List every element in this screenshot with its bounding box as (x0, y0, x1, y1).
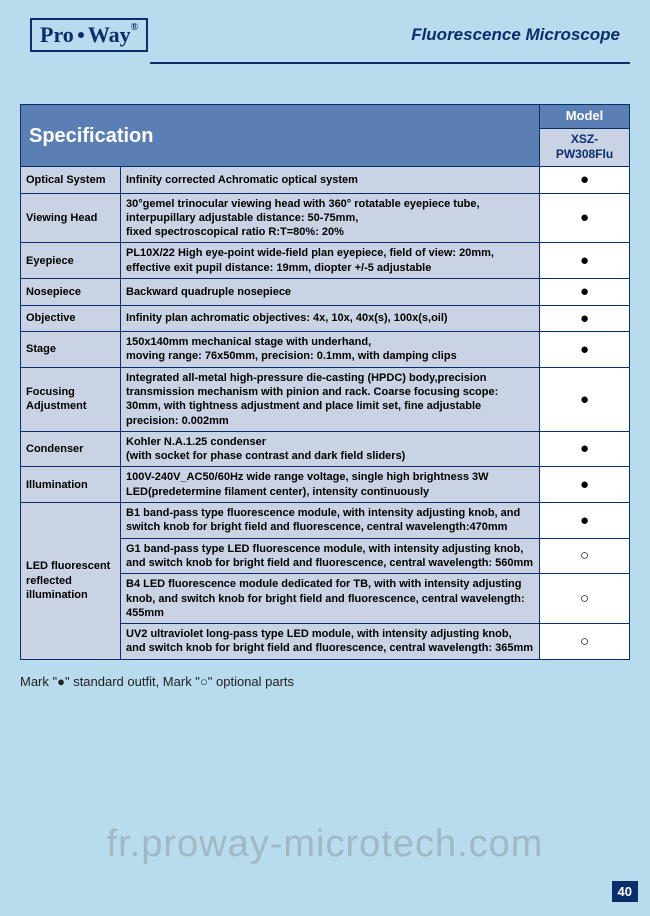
spec-desc: 30°gemel trinocular viewing head with 36… (121, 193, 540, 243)
spec-label: Focusing Adjustment (21, 367, 121, 431)
spec-table-container: Specification Model XSZ-PW308Flu Optical… (20, 104, 630, 660)
spec-desc: UV2 ultraviolet long-pass type LED modul… (121, 624, 540, 660)
legend-text: Mark "●" standard outfit, Mark "○" optio… (20, 674, 630, 689)
model-header-cell: Model (540, 105, 630, 129)
table-row: Illumination100V-240V_AC50/60Hz wide ran… (21, 467, 630, 503)
header-divider (150, 62, 630, 64)
spec-mark: ● (540, 167, 630, 194)
spec-table: Specification Model XSZ-PW308Flu Optical… (20, 104, 630, 660)
brand-part2: Way (88, 22, 131, 48)
brand-logo: Pro Way ® (30, 18, 148, 52)
brand-dot-icon (78, 32, 84, 38)
spec-mark: ● (540, 243, 630, 279)
spec-mark: ● (540, 332, 630, 368)
spec-mark: ● (540, 467, 630, 503)
spec-mark: ○ (540, 624, 630, 660)
spec-desc: 150x140mm mechanical stage with underhan… (121, 332, 540, 368)
spec-mark: ● (540, 503, 630, 539)
spec-label: Optical System (21, 167, 121, 194)
brand-registered: ® (131, 22, 138, 33)
spec-desc: B4 LED fluorescence module dedicated for… (121, 574, 540, 624)
spec-mark: ● (540, 431, 630, 467)
spec-mark: ● (540, 279, 630, 306)
table-row: Optical SystemInfinity corrected Achroma… (21, 167, 630, 194)
model-name-cell: XSZ-PW308Flu (540, 128, 630, 166)
product-title: Fluorescence Microscope (411, 25, 620, 45)
watermark: fr.proway-microtech.com (0, 823, 650, 866)
page-number: 40 (612, 881, 638, 902)
spec-desc: Infinity corrected Achromatic optical sy… (121, 167, 540, 194)
table-row: Viewing Head30°gemel trinocular viewing … (21, 193, 630, 243)
spec-title-cell: Specification (21, 105, 540, 167)
spec-mark: ○ (540, 574, 630, 624)
table-row: Focusing AdjustmentIntegrated all-metal … (21, 367, 630, 431)
table-row: NosepieceBackward quadruple nosepiece● (21, 279, 630, 306)
spec-desc: G1 band-pass type LED fluorescence modul… (121, 538, 540, 574)
spec-label: Stage (21, 332, 121, 368)
spec-label: Condenser (21, 431, 121, 467)
spec-desc: Kohler N.A.1.25 condenser (with socket f… (121, 431, 540, 467)
spec-label: Eyepiece (21, 243, 121, 279)
page-header: Pro Way ® Fluorescence Microscope (0, 0, 650, 62)
spec-label: Viewing Head (21, 193, 121, 243)
spec-label-led-group: LED fluorescent reflected illumination (21, 503, 121, 660)
spec-label: Illumination (21, 467, 121, 503)
spec-mark: ● (540, 367, 630, 431)
table-row: ObjectiveInfinity plan achromatic object… (21, 305, 630, 332)
table-row: CondenserKohler N.A.1.25 condenser (with… (21, 431, 630, 467)
spec-label: Objective (21, 305, 121, 332)
spec-mark: ● (540, 305, 630, 332)
brand-part1: Pro (40, 22, 74, 48)
spec-desc: Backward quadruple nosepiece (121, 279, 540, 306)
spec-mark: ● (540, 193, 630, 243)
table-row: LED fluorescent reflected illuminationB1… (21, 503, 630, 539)
spec-desc: PL10X/22 High eye-point wide-field plan … (121, 243, 540, 279)
spec-desc: Infinity plan achromatic objectives: 4x,… (121, 305, 540, 332)
spec-label: Nosepiece (21, 279, 121, 306)
table-row: EyepiecePL10X/22 High eye-point wide-fie… (21, 243, 630, 279)
spec-desc: B1 band-pass type fluorescence module, w… (121, 503, 540, 539)
table-row: Stage150x140mm mechanical stage with und… (21, 332, 630, 368)
spec-mark: ○ (540, 538, 630, 574)
spec-desc: 100V-240V_AC50/60Hz wide range voltage, … (121, 467, 540, 503)
spec-desc: Integrated all-metal high-pressure die-c… (121, 367, 540, 431)
